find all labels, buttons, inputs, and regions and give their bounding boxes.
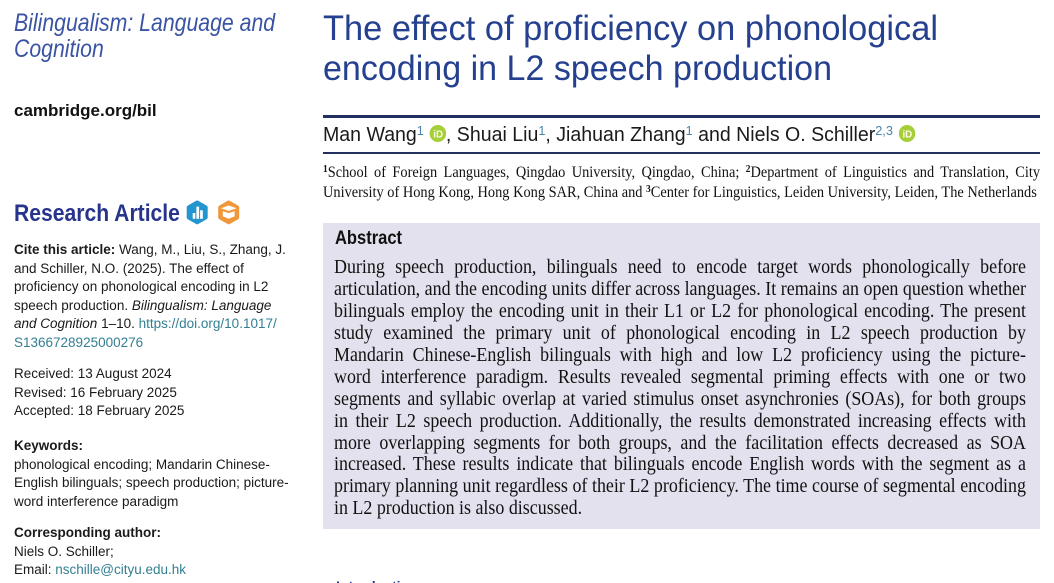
svg-text:iD: iD xyxy=(433,129,443,140)
svg-text:iD: iD xyxy=(902,129,912,140)
